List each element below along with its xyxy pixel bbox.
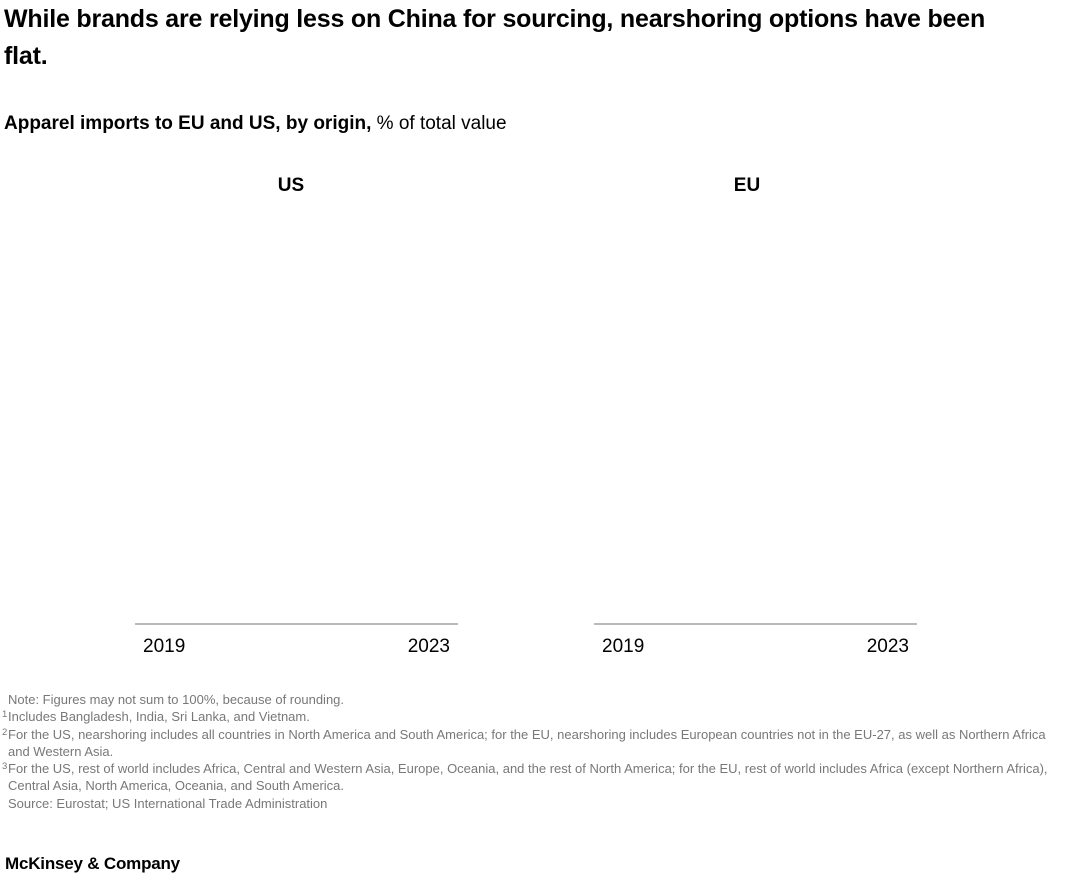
us-x-axis-ticks: 2019 2023: [135, 636, 458, 658]
footnotes-block: Note: Figures may not sum to 100%, becau…: [2, 691, 1058, 812]
eu-tick-2023: 2023: [866, 636, 909, 657]
us-plot-area: [135, 200, 458, 623]
subtitle-unit-text: % of total value: [371, 113, 507, 134]
footnote-1: 1Includes Bangladesh, India, Sri Lanka, …: [2, 709, 310, 725]
eu-x-axis-line: [594, 623, 917, 625]
us-tick-2019: 2019: [143, 636, 186, 657]
eu-tick-2019: 2019: [602, 636, 645, 657]
footnote-2: 2For the US, nearshoring includes all co…: [2, 726, 1046, 759]
footnote-1-text: Includes Bangladesh, India, Sri Lanka, a…: [8, 709, 310, 725]
eu-x-axis-ticks: 2019 2023: [594, 636, 917, 658]
mckinsey-wordmark: McKinsey & Company: [5, 854, 180, 873]
exhibit-title: While brands are relying less on China f…: [4, 5, 986, 70]
exhibit-subtitle: Apparel imports to EU and US, by origin,…: [4, 112, 507, 136]
footnote-source-text: Source: Eurostat; US International Trade…: [8, 795, 328, 811]
footnote-3-text: For the US, rest of world includes Afric…: [8, 761, 1048, 794]
footnote-2-text: For the US, nearshoring includes all cou…: [8, 726, 1046, 759]
footnote-note: Note: Figures may not sum to 100%, becau…: [2, 691, 1058, 708]
panel-title-eu: EU: [733, 175, 761, 196]
panel-title-us: US: [277, 175, 305, 196]
footnote-note-text: Note: Figures may not sum to 100%, becau…: [8, 692, 345, 707]
us-x-axis-line: [135, 623, 458, 625]
eu-plot-area: [594, 200, 917, 623]
footnote-3: 3For the US, rest of world includes Afri…: [2, 761, 1048, 794]
footnote-source: Source: Eurostat; US International Trade…: [2, 795, 1058, 812]
subtitle-bold-text: Apparel imports to EU and US, by origin,: [4, 113, 372, 134]
us-tick-2023: 2023: [407, 636, 450, 657]
